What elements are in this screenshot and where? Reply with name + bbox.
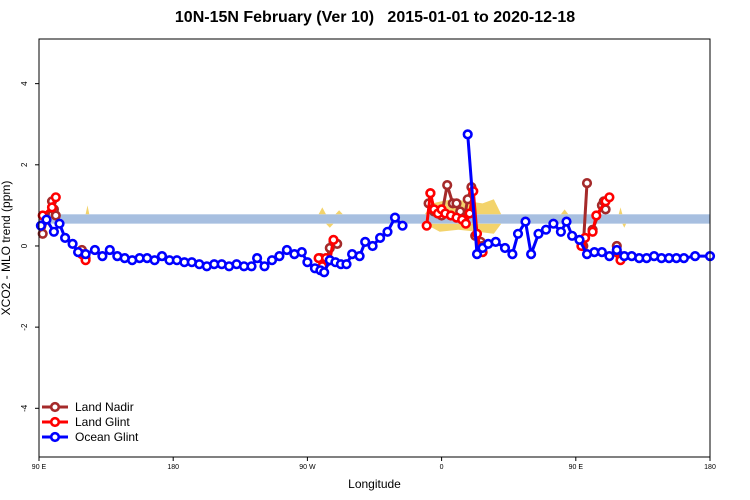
ocean-glint-point — [604, 251, 615, 262]
ocean-glint-point — [296, 247, 307, 258]
ocean-glint-point — [104, 244, 115, 256]
ocean-glint-point — [389, 212, 401, 223]
ocean-glint-point — [341, 259, 352, 270]
x-tick-label: 0 — [440, 464, 444, 471]
ocean-glint-point — [80, 249, 91, 260]
ocean-glint-point — [525, 249, 537, 260]
ocean-glint-point — [561, 216, 572, 227]
ocean-glint-point — [499, 242, 511, 254]
x-tick-label: 180 — [167, 464, 179, 471]
ocean-glint-point — [678, 253, 690, 264]
ocean-glint-point — [471, 249, 483, 260]
ocean-glint-point — [54, 218, 65, 229]
land-nadir-point — [37, 228, 48, 239]
land-glint-point — [46, 202, 58, 213]
legend-marker-land-nadir — [49, 401, 61, 413]
shade-region-8 — [560, 209, 569, 215]
ocean-glint-point — [397, 220, 408, 231]
ocean-glint-point — [462, 129, 473, 140]
shade-region-3 — [318, 207, 326, 215]
legend-marker-ocean-glint — [49, 431, 61, 443]
legend-label-ocean-glint: Ocean Glint — [75, 430, 139, 444]
axes-layer: 90 E 180 90 W 0 90 E 180 -4 -2 0 2 4 Longitude XCO2 … — [0, 38, 716, 491]
ocean-glint-point — [89, 244, 100, 256]
y-tick-label: 2 — [20, 162, 29, 167]
x-tick-label: 90 E — [569, 464, 584, 471]
ocean-glint-point — [97, 251, 108, 262]
x-tick-label: 90 E — [32, 464, 47, 471]
land-glint-point — [425, 188, 436, 199]
ocean-glint-point — [574, 234, 585, 245]
ocean-glint-point — [149, 255, 160, 266]
shade-region-2 — [85, 205, 90, 215]
land-glint-point — [421, 220, 432, 231]
land-nadir-point — [442, 180, 453, 191]
ocean-glint-point — [596, 247, 608, 258]
ocean-glint-point — [259, 261, 270, 272]
legend-label-land-glint: Land Glint — [75, 415, 130, 429]
shade-region-4 — [326, 223, 334, 228]
legend-label-land-nadir: Land Nadir — [75, 400, 134, 414]
y-tick-label: -2 — [20, 323, 29, 331]
land-glint-point — [328, 234, 339, 245]
shade-region-5 — [335, 210, 343, 215]
shade-region-7 — [424, 223, 502, 234]
chart-title: 10N-15N February (Ver 10) 2015-01-01 to … — [174, 9, 576, 26]
land-glint-point — [587, 226, 598, 237]
ocean-glint-point — [689, 251, 701, 262]
land-glint-point — [50, 192, 61, 203]
ocean-glint-point — [41, 214, 52, 225]
land-glint-point — [591, 210, 602, 221]
land-nadir-point — [581, 178, 593, 189]
land-nadir-point — [50, 210, 61, 221]
ocean-glint-point — [281, 244, 293, 256]
series-layer — [35, 129, 716, 278]
ocean-glint-point — [566, 230, 578, 241]
y-axis-title: XCO2 - MLO trend (ppm) — [0, 181, 13, 316]
land-glint-point — [604, 192, 615, 203]
ocean-glint-point — [274, 251, 285, 262]
land-glint-point — [460, 218, 471, 229]
ocean-glint-point — [252, 253, 263, 264]
ocean-glint-point — [156, 251, 168, 262]
ocean-glint-point — [548, 218, 559, 229]
reference-band — [39, 214, 710, 224]
shade-region-9 — [618, 207, 623, 215]
plot-frame — [38, 38, 711, 458]
ocean-glint-point — [48, 226, 60, 237]
ocean-glint-point — [382, 226, 393, 237]
ocean-glint-point — [507, 249, 518, 260]
y-tick-label: 4 — [20, 81, 29, 86]
ocean-glint-point — [354, 251, 365, 262]
x-tick-label: 180 — [704, 464, 716, 471]
ocean-glint-point — [375, 232, 386, 243]
y-tick-label: -4 — [20, 404, 29, 412]
y-tick-label: 0 — [20, 243, 29, 248]
band-layer — [39, 214, 710, 224]
ocean-glint-point — [520, 216, 531, 227]
ocean-glint-point — [555, 226, 567, 237]
ocean-glint-point — [611, 244, 622, 256]
ocean-glint-point — [246, 261, 257, 272]
shade-region-10 — [622, 223, 627, 228]
ocean-glint-point — [319, 267, 330, 278]
ocean-glint-point — [540, 224, 552, 235]
land-nadir-point — [451, 198, 462, 209]
ocean-glint-point — [59, 232, 71, 243]
ocean-glint-point — [533, 228, 544, 239]
ocean-glint-point — [266, 255, 278, 266]
ocean-glint-point — [512, 228, 524, 239]
ocean-glint-point — [360, 236, 371, 247]
legend-marker-land-glint — [49, 416, 61, 428]
x-tick-label: 90 W — [299, 464, 316, 471]
ocean-glint-point — [367, 240, 378, 252]
ocean-glint-point — [302, 257, 313, 268]
ocean-glint-point — [67, 238, 78, 249]
x-axis-title: Longitude — [348, 477, 401, 491]
ocean-glint-point — [490, 236, 501, 247]
